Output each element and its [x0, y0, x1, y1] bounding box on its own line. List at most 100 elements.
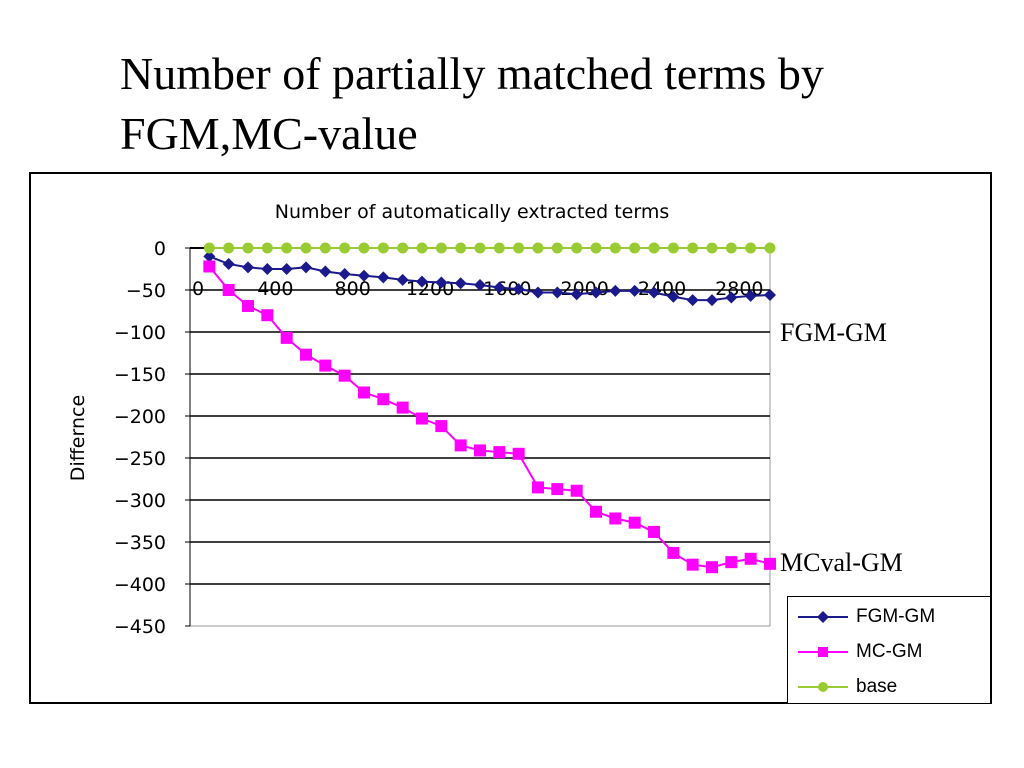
data-point-base	[745, 242, 757, 254]
data-point-fgm-gm	[300, 261, 312, 274]
data-point-base	[551, 242, 563, 254]
data-point-base	[435, 242, 447, 254]
data-point-mc-gm	[706, 561, 718, 574]
data-point-fgm-gm	[667, 290, 680, 303]
data-point-base	[513, 242, 525, 254]
data-point-base	[532, 242, 544, 254]
data-point-mc-gm	[319, 359, 332, 372]
legend-item-fgm-gm: FGM-GM	[798, 605, 935, 629]
legend-item-mc-gm: MC-GM	[798, 640, 922, 664]
mcval-gm-annotation: MCval-GM	[780, 548, 903, 577]
y-tick-label: −350	[114, 532, 166, 554]
y-tick-label: −450	[114, 616, 166, 638]
x-tick-label: 400	[257, 278, 293, 300]
data-point-fgm-gm	[590, 286, 602, 299]
data-point-mc-gm	[686, 558, 699, 571]
data-point-fgm-gm	[725, 291, 738, 304]
data-point-fgm-gm	[512, 283, 525, 296]
data-point-base	[667, 242, 679, 254]
y-tick-label: −250	[114, 448, 166, 470]
data-point-mc-gm	[667, 546, 680, 559]
data-point-mc-gm	[648, 525, 660, 538]
data-point-base	[687, 242, 699, 254]
data-point-mc-gm	[532, 481, 544, 494]
data-point-mc-gm	[377, 393, 390, 406]
y-tick-label: −300	[114, 490, 166, 512]
series-line-mc-gm	[208, 265, 771, 569]
data-point-fgm-gm	[338, 268, 351, 281]
data-point-base	[300, 242, 312, 254]
x-tick-label: 0	[192, 278, 204, 300]
data-point-fgm-gm	[396, 273, 409, 286]
y-tick-label: −400	[114, 574, 166, 596]
data-point-mc-gm	[222, 284, 235, 296]
data-point-mc-gm	[300, 348, 312, 361]
y-tick-label: −100	[114, 322, 166, 344]
x-tick-label: 2000	[560, 278, 608, 300]
data-point-base	[571, 242, 583, 254]
data-point-fgm-gm	[744, 289, 757, 302]
fgm-gm-annotation: FGM-GM	[780, 318, 887, 347]
diamond-marker-icon	[798, 611, 848, 623]
data-point-base	[590, 242, 602, 254]
data-point-mc-gm	[570, 484, 583, 497]
data-point-base	[281, 242, 293, 254]
y-tick-label: −150	[114, 364, 166, 386]
data-point-mc-gm	[725, 556, 738, 569]
data-point-mc-gm	[416, 412, 428, 425]
data-point-fgm-gm	[686, 294, 699, 307]
data-point-fgm-gm	[648, 286, 660, 299]
data-point-mc-gm	[242, 299, 254, 312]
data-point-mc-gm	[551, 483, 564, 496]
chart-legend: FGM-GM MC-GM base	[787, 596, 991, 704]
data-point-base	[339, 242, 351, 254]
data-point-mc-gm	[338, 369, 351, 382]
data-point-base	[609, 242, 621, 254]
legend-label-mc-gm: MC-GM	[856, 641, 923, 662]
data-point-base	[706, 242, 718, 254]
data-point-fgm-gm	[474, 278, 486, 291]
data-point-fgm-gm	[706, 294, 718, 307]
y-tick-label: −200	[114, 406, 166, 428]
data-point-fgm-gm	[609, 284, 622, 297]
legend-label-base: base	[856, 676, 898, 697]
data-point-base	[358, 242, 370, 254]
data-point-fgm-gm	[222, 257, 235, 270]
data-point-fgm-gm	[242, 261, 254, 274]
data-point-mc-gm	[358, 386, 370, 399]
data-point-fgm-gm	[203, 250, 216, 263]
data-point-fgm-gm	[280, 263, 293, 275]
data-point-base	[203, 242, 215, 254]
data-point-base	[416, 242, 428, 254]
data-point-fgm-gm	[377, 271, 390, 284]
y-tick-label: 0	[154, 238, 166, 260]
data-point-mc-gm	[261, 309, 274, 322]
data-point-mc-gm	[435, 420, 448, 433]
data-point-fgm-gm	[532, 286, 544, 299]
data-point-fgm-gm	[435, 276, 448, 289]
data-point-mc-gm	[203, 260, 216, 273]
legend-label-fgm-gm: FGM-GM	[856, 606, 936, 627]
circle-marker-icon	[798, 682, 848, 692]
chart-title: Number of automatically extracted terms	[275, 201, 670, 223]
data-point-fgm-gm	[764, 289, 776, 302]
data-point-fgm-gm	[319, 265, 332, 278]
data-point-mc-gm	[609, 512, 622, 525]
data-point-base	[223, 242, 235, 254]
data-point-fgm-gm	[261, 263, 274, 275]
y-tick-label: −50	[126, 280, 166, 302]
data-point-base	[319, 242, 331, 254]
data-point-base	[397, 242, 409, 254]
data-point-mc-gm	[493, 446, 506, 459]
data-point-base	[455, 242, 467, 254]
data-point-fgm-gm	[454, 277, 467, 290]
data-point-base	[242, 242, 254, 254]
data-point-fgm-gm	[416, 275, 428, 288]
data-point-mc-gm	[512, 447, 525, 460]
data-point-base	[377, 242, 389, 254]
data-point-mc-gm	[590, 505, 602, 518]
data-point-fgm-gm	[628, 284, 641, 297]
data-point-base	[261, 242, 273, 254]
data-point-base	[764, 242, 776, 254]
